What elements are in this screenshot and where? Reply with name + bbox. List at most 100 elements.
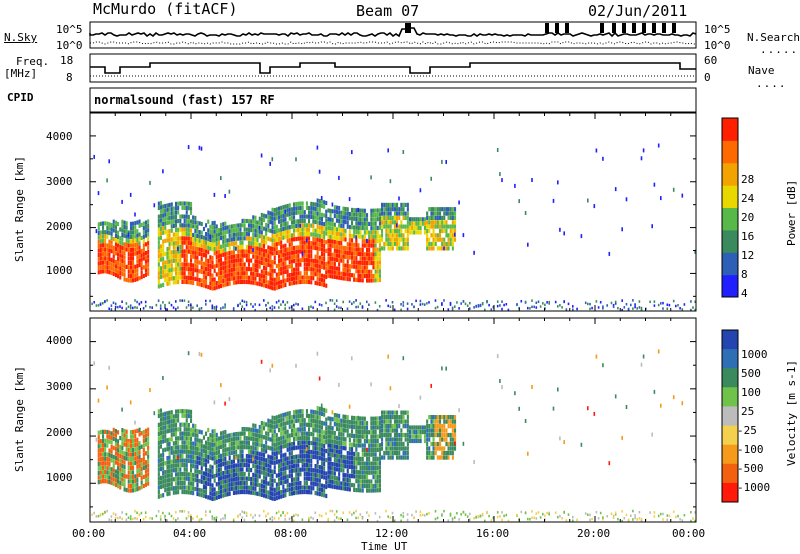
- power-cell: [209, 237, 212, 242]
- power-cell: [357, 269, 360, 274]
- velocity-ground-clutter: [496, 511, 499, 514]
- velocity-cell: [301, 436, 304, 441]
- power-ground-clutter: [224, 303, 226, 306]
- power-cell: [260, 252, 263, 257]
- velocity-cell: [123, 469, 126, 474]
- velocity-cell: [286, 411, 289, 416]
- power-cell: [282, 274, 285, 279]
- velocity-ground-clutter: [175, 510, 177, 514]
- power-cell: [198, 269, 201, 274]
- power-cell: [295, 223, 298, 228]
- velocity-cell: [187, 427, 190, 432]
- velocity-cell: [175, 418, 178, 423]
- power-cell: [222, 222, 225, 227]
- power-cell: [389, 220, 392, 225]
- velocity-cell: [132, 438, 135, 444]
- power-sparse-point: [580, 234, 583, 239]
- power-cell: [426, 211, 429, 216]
- power-cell: [196, 242, 199, 247]
- power-cell: [119, 249, 122, 254]
- power-cell: [125, 264, 128, 269]
- power-ground-clutter: [488, 303, 490, 307]
- velocity-cell: [316, 468, 319, 474]
- velocity-cell: [408, 438, 411, 444]
- power-cell: [398, 233, 401, 238]
- velocity-cell: [428, 424, 431, 429]
- power-cell: [378, 212, 381, 217]
- velocity-cell: [445, 437, 448, 442]
- power-cell: [353, 255, 356, 261]
- power-ground-clutter: [213, 307, 216, 310]
- velocity-cell: [267, 494, 270, 500]
- velocity-ground-clutter: [402, 515, 405, 518]
- velocity-cell: [333, 444, 336, 449]
- power-cell: [338, 275, 341, 280]
- power-cell: [271, 273, 274, 278]
- velocity-cell: [265, 494, 268, 499]
- power-cell: [353, 225, 356, 230]
- power-cell: [177, 249, 180, 254]
- velocity-cell: [278, 477, 281, 482]
- power-cell: [426, 246, 429, 251]
- velocity-cell: [434, 415, 437, 420]
- power-ground-clutter: [666, 303, 669, 306]
- power-cell: [110, 231, 113, 236]
- velocity-cell: [228, 451, 231, 456]
- power-cell: [271, 233, 274, 238]
- velocity-cell: [284, 452, 287, 457]
- power-cell: [271, 286, 274, 291]
- velocity-cell: [220, 471, 223, 476]
- power-cell: [172, 206, 175, 211]
- velocity-ground-clutter: [325, 512, 327, 515]
- velocity-cell: [338, 436, 341, 441]
- power-cell: [265, 257, 268, 262]
- velocity-cell: [138, 454, 141, 459]
- velocity-cell: [368, 479, 371, 484]
- velocity-cell: [187, 440, 190, 446]
- power-ground-clutter: [211, 306, 214, 310]
- velocity-cell: [293, 459, 296, 464]
- power-cell: [402, 233, 405, 238]
- velocity-cell: [237, 463, 240, 468]
- velocity-ground-clutter: [310, 516, 312, 519]
- velocity-cell: [269, 495, 272, 500]
- power-cell: [220, 222, 223, 228]
- power-cell: [232, 254, 235, 259]
- power-cell: [226, 264, 229, 269]
- power-cell: [325, 222, 328, 227]
- velocity-cell: [222, 435, 225, 440]
- power-cell: [177, 271, 180, 276]
- power-cell: [372, 234, 375, 239]
- power-cell: [166, 277, 169, 282]
- velocity-ground-clutter: [293, 519, 295, 522]
- power-cell: [451, 211, 454, 216]
- power-cell: [293, 259, 296, 264]
- power-cell: [228, 277, 231, 282]
- velocity-cell: [263, 444, 266, 449]
- power-cell: [411, 221, 414, 226]
- power-ground-clutter: [112, 301, 115, 304]
- velocity-cell: [316, 486, 319, 492]
- velocity-cell: [273, 433, 276, 439]
- power-cell: [183, 249, 186, 254]
- power-cell: [183, 240, 186, 245]
- power-cell: [318, 207, 321, 212]
- velocity-cell: [316, 415, 319, 420]
- velocity-cell: [239, 481, 242, 486]
- velocity-cell: [327, 434, 330, 439]
- velocity-ground-clutter: [250, 513, 252, 517]
- velocity-cell: [185, 413, 188, 418]
- power-cell: [419, 217, 422, 222]
- power-cell: [385, 237, 388, 242]
- velocity-cell: [200, 430, 203, 435]
- velocity-cell: [187, 458, 190, 464]
- velocity-cell: [383, 450, 386, 456]
- power-cell: [250, 241, 253, 246]
- velocity-cell: [342, 436, 345, 442]
- power-cell: [353, 273, 356, 278]
- velocity-sparse-point: [389, 386, 392, 391]
- velocity-cell: [342, 414, 345, 419]
- velocity-cell: [387, 419, 390, 424]
- velocity-cell: [205, 489, 208, 495]
- velocity-cell: [215, 441, 218, 446]
